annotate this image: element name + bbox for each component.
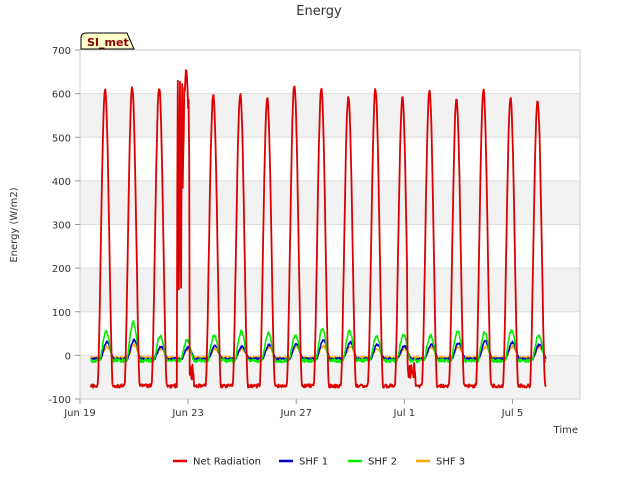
y-tick-label: 200 (52, 264, 71, 275)
y-tick-label: 600 (52, 90, 71, 101)
x-tick-label: Jul 1 (393, 408, 416, 419)
x-axis-label: Time (553, 425, 578, 436)
y-tick-label: 700 (52, 46, 71, 57)
x-tick-label: Jun 23 (171, 408, 204, 419)
grid-band (80, 355, 580, 399)
chart-title: Energy (296, 4, 342, 19)
y-tick-label: -100 (48, 395, 71, 406)
x-tick-label: Jun 19 (63, 408, 96, 419)
x-tick-label: Jun 27 (279, 408, 312, 419)
y-tick-label: 500 (52, 133, 71, 144)
grid-band (80, 93, 580, 138)
y-axis-label: Energy (W/m2) (9, 187, 20, 262)
site-badge: SI_met (80, 32, 135, 50)
legend-label-shf-3: SHF 3 (436, 457, 465, 468)
site-badge-label: SI_met (87, 36, 129, 49)
legend-label-shf-2: SHF 2 (368, 457, 397, 468)
y-tick-label: 100 (52, 308, 71, 319)
legend-label-shf-1: SHF 1 (299, 457, 328, 468)
legend-label-net-radiation: Net Radiation (193, 457, 261, 468)
y-tick-label: 300 (52, 221, 71, 232)
x-tick-label: Jul 5 (501, 408, 524, 419)
y-tick-label: 400 (52, 177, 71, 188)
series-line-net-radiation (89, 69, 547, 389)
series-line-shf-2 (90, 320, 547, 364)
y-tick-label: 0 (65, 351, 71, 362)
